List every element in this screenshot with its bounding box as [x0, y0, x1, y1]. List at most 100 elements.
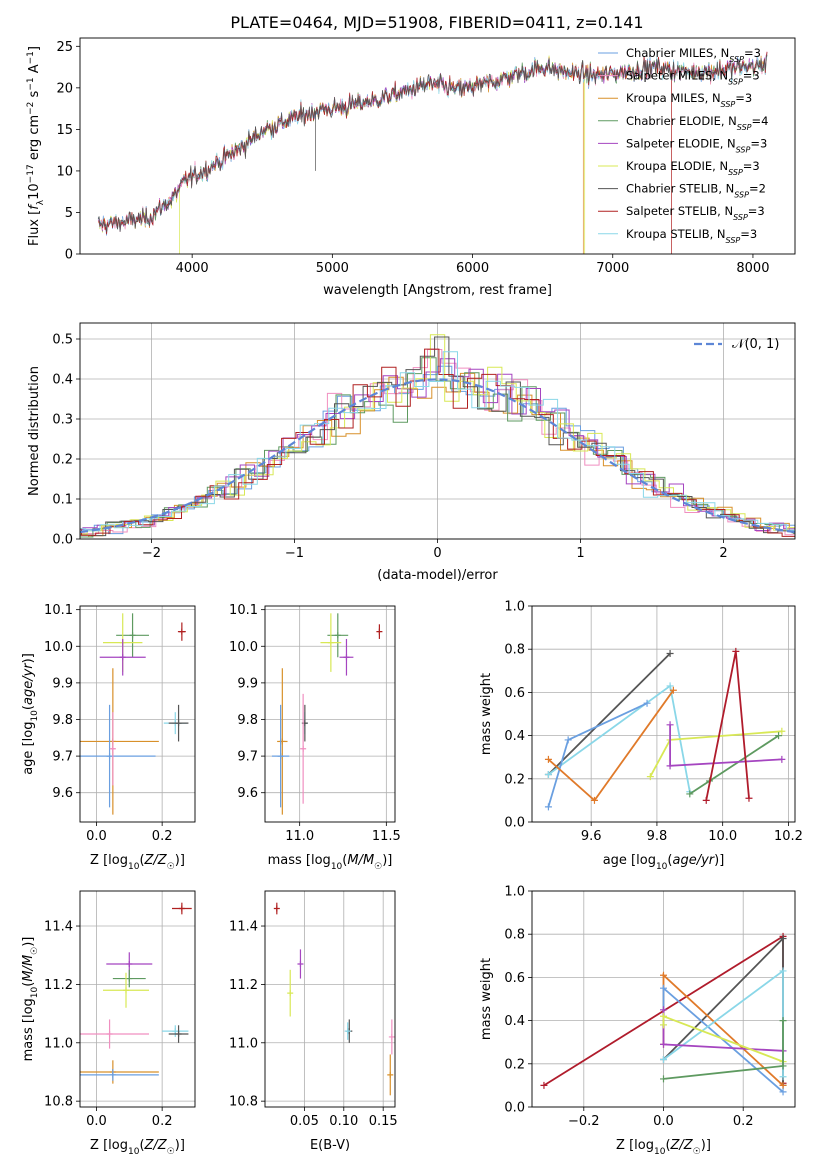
data-point [779, 935, 787, 943]
x-axis-label: Z [log10(Z/Z☉)] [616, 1138, 711, 1157]
y-tick-label: 10.0 [229, 640, 258, 655]
x-tick-label: 5000 [316, 261, 349, 276]
weight-line [662, 1014, 784, 1063]
y-tick-label: 9.7 [52, 750, 73, 765]
axes-residual-hist: −2 −1 0 1 2 0.0 0.1 0.2 0.3 0.4 0.5 𝒩(0, 1) (data-mo… [27, 322, 796, 583]
data-point [540, 1081, 548, 1089]
axes-frame [531, 890, 796, 1108]
data-point [660, 1006, 667, 1014]
data-point [109, 745, 116, 752]
data-point [175, 1031, 182, 1038]
y-tick-label: 0.2 [504, 772, 525, 787]
x-axis-label: Z [log10(Z/Z☉)] [90, 1138, 185, 1157]
weight-line [662, 936, 784, 1086]
y-axis-label: mass [log10(M/M☉)] [21, 937, 40, 1062]
x-tick-label: 0.0 [86, 829, 107, 844]
legend-label: Kroupa MILES, NSSP=3 [626, 91, 752, 109]
y-tick-label: 9.7 [237, 750, 258, 765]
y-tick-label: 0.0 [504, 1101, 525, 1116]
data-point [660, 1055, 667, 1063]
y-tick-label: 10.1 [229, 603, 258, 618]
axes-frame [79, 37, 796, 255]
y-tick-label: 10.8 [229, 1095, 258, 1110]
legend-label: Kroupa ELODIE, NSSP=3 [626, 159, 760, 177]
weight-line [547, 652, 671, 776]
axes-frame [79, 605, 196, 823]
y-axis-label: mass weight [479, 958, 494, 1040]
x-tick-label: 0 [433, 546, 441, 561]
legend-label: Chabrier MILES, NSSP=3 [626, 46, 761, 64]
data-point [544, 770, 552, 778]
data-point [178, 628, 185, 635]
legend-label: Chabrier STELIB, NSSP=2 [626, 182, 766, 200]
y-tick-label: 1.0 [504, 885, 525, 900]
y-tick-label: 11.2 [229, 978, 258, 993]
data-point [277, 753, 284, 760]
data-point [660, 1040, 667, 1048]
data-point [646, 773, 654, 781]
x-tick-label: 0.2 [733, 1114, 754, 1129]
data-point [666, 650, 674, 658]
axes-weight-vs-z: −0.2 0.0 0.2 0.0 0.2 0.4 0.6 0.8 1.0 Z [log10(Z/Z… [479, 885, 796, 1157]
y-tick-label: 0.0 [52, 533, 73, 548]
y-tick-label: 9.6 [52, 786, 73, 801]
x-tick-label: −2 [142, 546, 161, 561]
data-point [343, 654, 350, 661]
axes-mass-vs-ebv: 0.05 0.10 0.15 10.8 11.0 11.2 11.4 E(B-V) [229, 890, 398, 1153]
x-tick-label: 10.0 [708, 829, 737, 844]
figure-title: PLATE=0464, MJD=51908, FIBERID=0411, z=0… [230, 13, 643, 32]
x-tick-label: 0.15 [369, 1114, 398, 1129]
x-tick-label: 9.6 [581, 829, 602, 844]
x-tick-label: 0.10 [329, 1114, 358, 1129]
x-axis-label: mass [log10(M/M☉)] [268, 853, 393, 872]
x-tick-label: 10.2 [774, 829, 803, 844]
x-axis-label: wavelength [Angstrom, rest frame] [323, 283, 552, 298]
histogram-step [80, 349, 795, 536]
y-tick-label: 11.4 [44, 920, 73, 935]
x-tick-label: −1 [285, 546, 304, 561]
x-tick-label: 8000 [736, 261, 769, 276]
y-axis-label: age [log10(age/yr)] [21, 653, 40, 775]
y-tick-label: 0.3 [52, 413, 73, 428]
data-point [666, 762, 674, 770]
histogram-step [80, 365, 795, 535]
data-point [106, 753, 113, 760]
data-point [129, 632, 136, 639]
y-tick-label: 0.4 [52, 373, 73, 388]
data-point [297, 960, 304, 967]
y-tick-label: 15 [56, 123, 73, 138]
y-tick-label: 11.0 [44, 1036, 73, 1051]
data-point [779, 1088, 787, 1096]
x-tick-label: 4000 [176, 261, 209, 276]
histogram-step [80, 336, 795, 537]
x-axis-label: E(B-V) [310, 1138, 350, 1153]
x-axis-label: (data-model)/error [377, 568, 498, 583]
x-tick-label: 7000 [596, 261, 629, 276]
data-point [660, 1021, 667, 1029]
x-tick-label: 0.0 [653, 1114, 674, 1129]
data-point [666, 721, 674, 729]
y-tick-label: 0.2 [504, 1057, 525, 1072]
x-tick-label: 0.2 [152, 1114, 173, 1129]
weight-line [662, 973, 784, 1087]
y-tick-label: 0.5 [52, 333, 73, 348]
y-tick-label: 10 [56, 164, 73, 179]
data-point [660, 984, 667, 992]
y-tick-label: 11.2 [44, 978, 73, 993]
data-point [300, 745, 307, 752]
data-point [544, 755, 552, 763]
axes-frame [264, 890, 396, 1108]
data-point [669, 686, 677, 694]
data-point [778, 755, 786, 763]
y-tick-label: 9.9 [52, 676, 73, 691]
data-point [779, 1017, 787, 1025]
y-tick-label: 0.6 [504, 686, 525, 701]
y-tick-label: 1.0 [504, 600, 525, 615]
data-point [334, 632, 341, 639]
axes-frame [531, 605, 796, 823]
data-point [775, 732, 783, 740]
y-tick-label: 9.9 [237, 676, 258, 691]
weight-line [547, 702, 648, 808]
data-point [779, 1073, 787, 1081]
